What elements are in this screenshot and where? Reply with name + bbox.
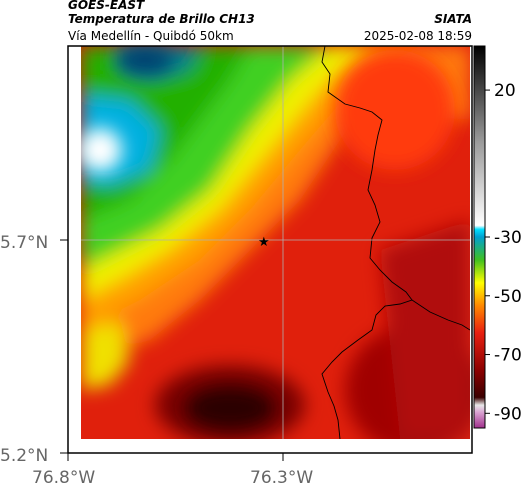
location-marker: ★ [258, 235, 270, 250]
map-title-row: Temperatura de Brillo CH13 SIATA [68, 12, 472, 26]
subtitle-row: Vía Medellín - Quibdó 50km 2025-02-08 18… [68, 29, 472, 43]
lon-label: 76.3°W [250, 468, 313, 488]
colorbar [473, 45, 486, 429]
brightness-temperature-field [81, 46, 470, 439]
colorbar-tick-label: -30 [494, 228, 522, 248]
agency-label: SIATA [434, 12, 472, 26]
colorbar-ticks: 20 -30 -50 -70 -90 [485, 81, 522, 424]
colorbar-tick-label: -50 [494, 287, 522, 307]
national-border-line [321, 46, 413, 439]
lat-label: 5.7°N [0, 233, 48, 253]
map-subtitle: Vía Medellín - Quibdó 50km [68, 29, 234, 43]
lon-label: 76.8°W [32, 468, 95, 488]
map-frame [67, 45, 473, 454]
regional-border-line [411, 299, 470, 331]
map-title: Temperatura de Brillo CH13 [68, 12, 255, 26]
product-title: GOES-EAST [68, 0, 145, 12]
colorbar-tick-label: -70 [494, 346, 522, 366]
lat-label: 5.2°N [0, 446, 48, 466]
map-timestamp: 2025-02-08 18:59 [363, 29, 472, 43]
colorbar-tick-label: 20 [494, 81, 516, 101]
colorbar-tick-label: -90 [494, 404, 522, 424]
